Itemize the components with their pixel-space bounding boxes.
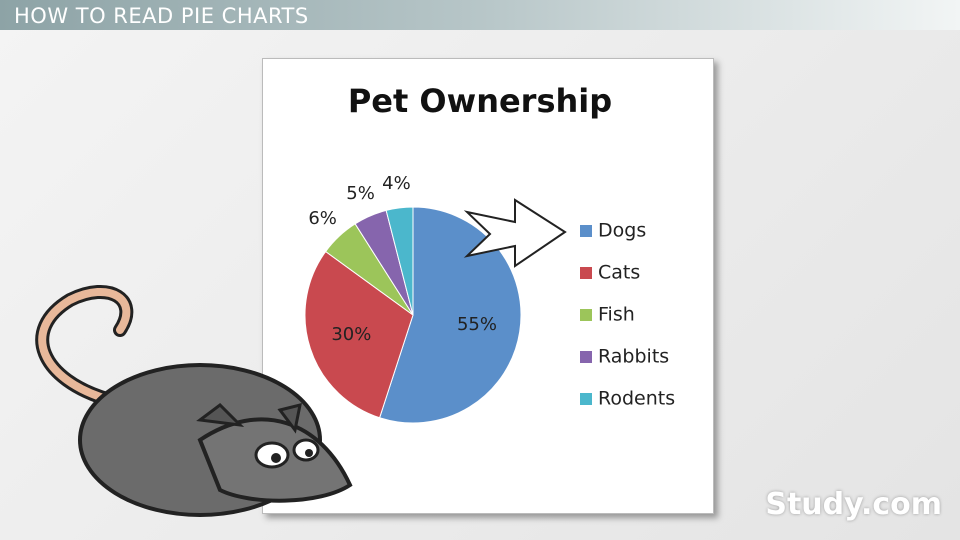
header-title: HOW TO READ PIE CHARTS — [14, 4, 309, 28]
legend-swatch — [580, 393, 592, 405]
arrow-icon — [463, 198, 567, 268]
legend-swatch — [580, 267, 592, 279]
pie-slice — [304, 250, 414, 419]
legend-label: Fish — [598, 304, 635, 326]
data-label: 30% — [331, 324, 371, 345]
legend-label: Rabbits — [598, 346, 669, 368]
legend-swatch — [580, 225, 592, 237]
legend-label: Cats — [598, 262, 640, 284]
chart-title: Pet Ownership — [348, 82, 612, 120]
header-bar: HOW TO READ PIE CHARTS — [0, 0, 960, 30]
data-label: 4% — [382, 173, 411, 194]
data-label: 55% — [457, 314, 497, 335]
legend-label: Rodents — [598, 388, 675, 410]
legend-label: Dogs — [598, 220, 646, 242]
pie-slice — [378, 206, 522, 424]
pie-slice — [385, 206, 414, 316]
legend-swatch — [580, 309, 592, 321]
rat-cartoon — [35, 284, 353, 517]
data-label: 6% — [308, 208, 337, 229]
legend-swatch — [580, 351, 592, 363]
watermark: Study.com — [765, 487, 942, 522]
pie — [304, 206, 522, 424]
data-label: 5% — [346, 183, 375, 204]
